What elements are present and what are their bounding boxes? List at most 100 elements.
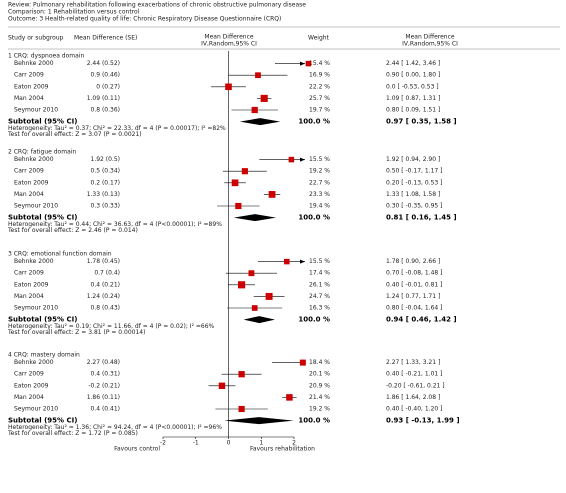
weight: 20.9 % — [309, 382, 330, 389]
header: Study or subgroup — [8, 35, 64, 42]
weight: 20.1 % — [309, 371, 330, 378]
header: Mean Difference (SE) — [74, 35, 137, 42]
subtotal-ci: 0.81 [ 0.16, 1.45 ] — [386, 214, 457, 222]
weight: 19.2 % — [309, 168, 330, 175]
study-name: Behnke 2000 — [14, 359, 54, 366]
study-box — [248, 270, 255, 277]
md-se: 0.2 (0.17) — [91, 179, 121, 186]
weight: 22.2 % — [309, 83, 330, 90]
study-box — [284, 258, 290, 265]
ci-text: 0.30 [ -0.35, 0.95 ] — [386, 203, 442, 210]
overall-effect: Test for overall effect: Z = 1.72 (P = 0… — [7, 430, 138, 437]
x-tick-label: -2 — [160, 440, 166, 447]
ci-arrow — [300, 259, 305, 264]
study-name: Carr 2009 — [14, 72, 44, 79]
subtotal-label: Subtotal (95% CI) — [8, 214, 77, 222]
overall-effect: Test for overall effect: Z = 3.07 (P = 0… — [7, 131, 142, 138]
weight: 18.4 % — [309, 359, 330, 366]
study-box — [255, 72, 261, 79]
heterogeneity: Heterogeneity: Tau² = 0.44; Chi² = 36.63… — [8, 221, 222, 228]
study-name: Man 2004 — [14, 191, 44, 198]
study-box — [286, 394, 293, 401]
favours-left: Favours control — [114, 446, 160, 453]
diamond — [224, 417, 294, 425]
group-title: 1 CRQ: dyspnoea domain — [8, 53, 84, 60]
weight: 24.7 % — [309, 293, 330, 300]
study-name: Behnke 2000 — [14, 156, 54, 163]
weight: 22.7 % — [309, 179, 330, 186]
md-se: 2.44 (0.52) — [87, 60, 120, 67]
overall-effect: Test for overall effect: Z = 2.46 (P = 0… — [7, 227, 138, 234]
study-box — [225, 83, 232, 91]
ci-text: 0.90 [ 0.00, 1.80 ] — [386, 72, 440, 79]
header: Mean Difference — [405, 34, 454, 41]
review: Review: Pulmonary rehabilitation followi… — [8, 2, 306, 9]
overall-effect: Test for overall effect: Z = 3.81 (P = 0… — [7, 329, 145, 336]
group-title: 2 CRQ: fatigue domain — [8, 149, 76, 156]
ci-text: 2.44 [ 1.42, 3.46 ] — [386, 60, 440, 67]
subtotal-ci: 0.97 [ 0.35, 1.58 ] — [386, 118, 457, 126]
md-se: 0.5 (0.34) — [91, 168, 121, 175]
study-name: Man 2004 — [14, 293, 44, 300]
md-se: 1.33 (0.13) — [87, 191, 120, 198]
subtotal-weight: 100.0 % — [298, 417, 330, 425]
study-name: Seymour 2010 — [14, 203, 58, 210]
study-name: Behnke 2000 — [14, 258, 54, 265]
study-box — [305, 60, 312, 67]
ci-text: 1.92 [ 0.94, 2.90 ] — [386, 156, 440, 163]
weight: 15.5 % — [309, 156, 330, 163]
weight: 15.5 % — [309, 258, 330, 265]
diamond — [233, 214, 276, 222]
md-se: 1.92 (0.5) — [91, 156, 121, 163]
x-tick-label: 1 — [259, 440, 263, 447]
ci-text: -0.20 [ -0.61, 0.21 ] — [386, 382, 445, 389]
md-se: 2.27 (0.48) — [87, 359, 120, 366]
study-name: Carr 2009 — [14, 371, 44, 378]
diamond — [239, 118, 281, 126]
group-title: 4 CRQ: mastery domain — [8, 352, 80, 359]
study-name: Carr 2009 — [14, 168, 44, 175]
md-se: 1.24 (0.24) — [87, 293, 120, 300]
study-name: Seymour 2010 — [14, 406, 58, 413]
ci-text: 1.33 [ 1.08, 1.58 ] — [386, 191, 440, 198]
ci-arrow — [300, 61, 305, 66]
ci-text: 1.86 [ 1.64, 2.08 ] — [386, 394, 440, 401]
study-box — [235, 202, 242, 210]
subtotal-ci: 0.93 [ -0.13, 1.99 ] — [386, 417, 460, 425]
header: Mean Difference — [204, 34, 253, 41]
subtotal-label: Subtotal (95% CI) — [8, 417, 77, 425]
weight: 15.4 % — [309, 60, 330, 67]
ci-text: 0.40 [ -0.21, 1.01 ] — [386, 371, 442, 378]
md-se: 0.3 (0.33) — [91, 203, 121, 210]
md-se: 0.8 (0.43) — [91, 305, 121, 312]
weight: 19.2 % — [309, 406, 330, 413]
heterogeneity: Heterogeneity: Tau² = 0.37; Chi² = 22.33… — [8, 125, 226, 132]
ci-text: 1.78 [ 0.90, 2.66 ] — [386, 258, 440, 265]
x-tick-label: 0 — [227, 440, 231, 447]
md-se: -0.2 (0.21) — [88, 382, 120, 389]
study-box — [288, 156, 295, 163]
study-name: Eaton 2009 — [14, 179, 49, 186]
study-box — [238, 405, 245, 413]
subtotal-ci: 0.94 [ 0.46, 1.42 ] — [386, 316, 457, 324]
subtotal-weight: 100.0 % — [298, 316, 330, 324]
x-tick-label: 2 — [292, 440, 296, 447]
study-name: Eaton 2009 — [14, 83, 49, 90]
study-name: Man 2004 — [14, 95, 44, 102]
subtotal-weight: 100.0 % — [298, 118, 330, 126]
header: IV,Random,95% CI — [402, 41, 458, 48]
study-name: Eaton 2009 — [14, 281, 49, 288]
study-box — [260, 94, 268, 102]
ci-text: 0.40 [ -0.01, 0.81 ] — [386, 281, 442, 288]
weight: 16.9 % — [309, 72, 330, 79]
weight: 16.3 % — [309, 305, 330, 312]
md-se: 1.09 (0.11) — [87, 95, 120, 102]
md-se: 0.4 (0.21) — [91, 281, 121, 288]
weight: 25.7 % — [309, 95, 330, 102]
study-box — [218, 382, 226, 390]
md-se: 1.86 (0.11) — [87, 394, 120, 401]
study-box — [265, 292, 273, 300]
weight: 26.1 % — [309, 281, 330, 288]
